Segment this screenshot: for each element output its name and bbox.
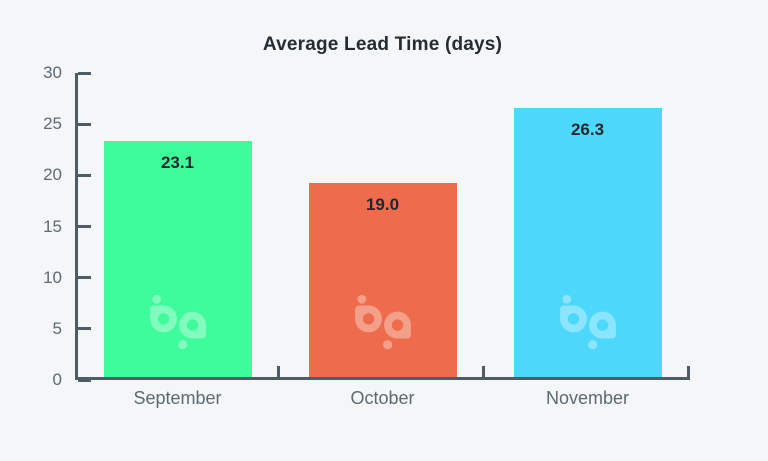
bp-logo-watermark-icon xyxy=(559,294,616,350)
bar-value-label: 26.3 xyxy=(570,120,605,139)
y-axis-tick-label: 20 xyxy=(43,165,62,184)
bp-logo-watermark-icon xyxy=(149,294,206,350)
y-axis-tick xyxy=(78,123,91,126)
x-axis-label-row: September October November xyxy=(75,388,690,409)
x-axis-line xyxy=(75,377,690,380)
y-axis-tick-label: 30 xyxy=(43,63,62,82)
x-axis-tick-label: September xyxy=(133,388,222,408)
x-axis-tick xyxy=(482,366,485,380)
x-axis-tick xyxy=(277,366,280,380)
y-axis-tick xyxy=(78,72,91,75)
x-axis-tick-label: November xyxy=(545,388,630,408)
y-axis-tick-label: 5 xyxy=(52,319,62,338)
y-axis-tick xyxy=(78,379,91,382)
y-axis-line xyxy=(75,73,78,380)
y-axis-label-layer: 0 5 10 15 20 25 30 xyxy=(0,63,62,389)
x-axis-tick-label: October xyxy=(350,388,415,408)
y-axis-tick-label: 15 xyxy=(43,217,62,236)
y-axis-tick xyxy=(78,174,91,177)
bar-september: 23.1 xyxy=(103,141,252,377)
bar-value-label: 23.1 xyxy=(160,153,195,172)
y-axis-tick-label: 10 xyxy=(43,268,62,287)
y-axis-tick xyxy=(78,327,91,330)
bar-october: 19.0 xyxy=(308,183,457,377)
chart-title: Average Lead Time (days) xyxy=(262,34,503,55)
bar-value-label: 19.0 xyxy=(365,195,400,214)
category-slot-november: 26.3 xyxy=(485,108,690,377)
y-axis-tick-label: 0 xyxy=(52,370,62,389)
bp-logo-watermark-icon xyxy=(354,294,411,350)
category-slot-october: 19.0 xyxy=(280,183,485,377)
bar-november: 26.3 xyxy=(513,108,662,377)
plot-area: 23.1 19.0 xyxy=(75,72,690,382)
bar-group: 23.1 19.0 xyxy=(75,73,690,377)
category-slot-september: 23.1 xyxy=(75,141,280,377)
y-axis-tick xyxy=(78,276,91,279)
y-axis-tick xyxy=(78,225,91,228)
x-axis-tick xyxy=(687,366,690,380)
y-axis-tick-label: 25 xyxy=(43,114,62,133)
